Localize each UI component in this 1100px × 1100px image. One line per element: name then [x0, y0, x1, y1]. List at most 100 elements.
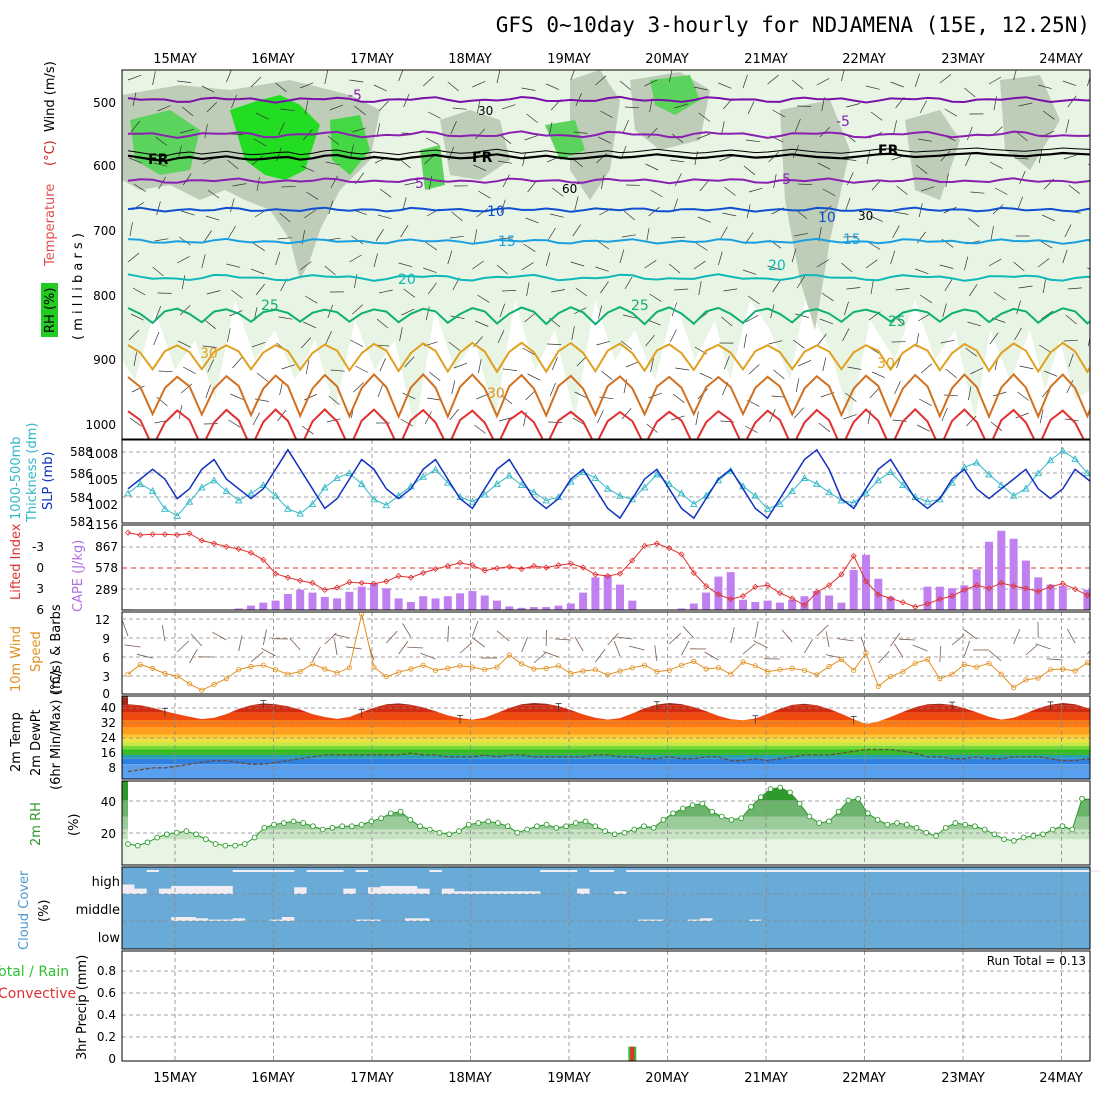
pressure-tick: 500: [93, 96, 116, 110]
cape-ticks: 1156 867 578 289: [87, 518, 118, 597]
wind-barb: [498, 237, 513, 240]
dewpt-axis-label: 2m DewPt: [29, 709, 44, 776]
wind-barb: [915, 268, 929, 275]
wind-barb: [920, 294, 932, 304]
wind-barb: [547, 227, 556, 241]
wind-barb: [650, 189, 663, 198]
wind-marker: [752, 663, 758, 669]
wind-barb: [992, 391, 1007, 397]
wind-marker: [260, 662, 266, 668]
wind-barb: [500, 199, 506, 214]
li-marker: [506, 563, 513, 570]
wind-barb: [181, 210, 195, 216]
thickness-line: [127, 450, 1090, 517]
li-marker: [666, 545, 673, 552]
rh-marker: [680, 805, 686, 812]
li-ticks: -3 0 3 6: [32, 540, 44, 617]
wind-barb: [842, 158, 857, 161]
wind-barb: [939, 264, 954, 269]
wind-barb: [1017, 196, 1023, 211]
wind-barb: [128, 157, 143, 164]
surface-wind-barb: [654, 645, 658, 662]
rh-marker: [134, 842, 141, 849]
wind-barb: [450, 121, 457, 135]
wind-barb: [644, 260, 657, 269]
wind-barb: [575, 287, 588, 297]
cloud-axis-label: Cloud Cover: [17, 870, 32, 950]
isotherm-label: 25: [631, 298, 649, 314]
thickness-marker: [1046, 456, 1055, 464]
cape-tick: 289: [95, 583, 118, 597]
thickness-marker: [321, 483, 329, 491]
wind-barb: [228, 225, 236, 239]
cape-tick: 1156: [87, 518, 118, 532]
wind-barb: [869, 387, 880, 399]
cape-bar: [554, 605, 563, 610]
wind-barb: [798, 359, 812, 367]
wind-barb: [944, 278, 953, 292]
thickness-marker: [788, 487, 796, 494]
thickness-marker: [1009, 491, 1018, 499]
wind-marker: [457, 663, 463, 669]
surface-wind-barb: [963, 629, 977, 640]
rh-marker: [271, 821, 277, 828]
wind-barb: [256, 372, 269, 382]
li-marker: [432, 565, 439, 573]
rh-marker: [310, 823, 316, 830]
li-marker: [543, 564, 550, 571]
panel-cloud-cover: high middle low Cloud Cover (%): [17, 866, 1100, 950]
wind-marker: [801, 667, 808, 673]
wind-barb: [354, 105, 366, 115]
li-marker: [985, 585, 993, 592]
lifted-index-line: [127, 532, 1090, 608]
cloud-bar-high: [208, 885, 221, 894]
wind-barb: [1092, 294, 1100, 302]
wind-barb: [226, 263, 241, 268]
wind-barb: [449, 408, 459, 421]
wind-barb: [650, 358, 654, 373]
cloud-bar-high: [195, 885, 209, 894]
wind-barb: [646, 228, 650, 243]
wind-barb: [304, 209, 316, 219]
wind-barb: [668, 70, 673, 83]
bottom-date-axis: 15MAY 16MAY 17MAY 18MAY 19MAY 20MAY 21MA…: [153, 1071, 1083, 1086]
wind-barb: [425, 306, 430, 321]
rh-band: [122, 829, 1090, 840]
thickness-marker: [370, 495, 378, 503]
cape-bar: [566, 603, 575, 610]
cape-bar: [985, 541, 993, 610]
cloud-unit-label: (%): [37, 900, 52, 923]
thickness-marker: [874, 476, 883, 484]
cloud-bar-high: [183, 885, 196, 894]
wind-barb: [743, 165, 756, 176]
thickness-marker: [665, 479, 673, 487]
wind-barb: [645, 334, 655, 347]
li-marker: [862, 578, 870, 585]
wind-barb: [306, 191, 319, 200]
wind-barb: [279, 212, 291, 223]
wind-barb: [201, 254, 206, 269]
cloud-bar-high-thin: [675, 870, 688, 872]
wind-barb: [353, 382, 364, 393]
wind-barb: [156, 201, 161, 216]
cape-bar: [296, 589, 305, 610]
wind-barb: [944, 108, 957, 117]
surface-wind-barb: [554, 638, 571, 641]
wind-tick: 6: [102, 651, 110, 665]
rh-marker: [358, 821, 365, 828]
wind-barb: [207, 359, 215, 373]
thickness-marker: [480, 490, 489, 498]
wind-barb: [720, 226, 728, 240]
thickness-marker: [985, 470, 993, 478]
millibars-axis-label: ( m i l l i b a r s ): [71, 233, 86, 340]
cloud-bar-middle: [404, 918, 418, 921]
wind-barb: [671, 236, 686, 239]
li-marker: [481, 567, 488, 574]
cloud-bar-middle: [749, 919, 762, 921]
cape-bar: [935, 586, 944, 610]
wind-barb: [943, 394, 958, 397]
wind-barb: [133, 183, 146, 192]
wind-barb: [275, 82, 287, 93]
wind-barb: [157, 105, 171, 112]
wind-barb: [768, 340, 783, 345]
